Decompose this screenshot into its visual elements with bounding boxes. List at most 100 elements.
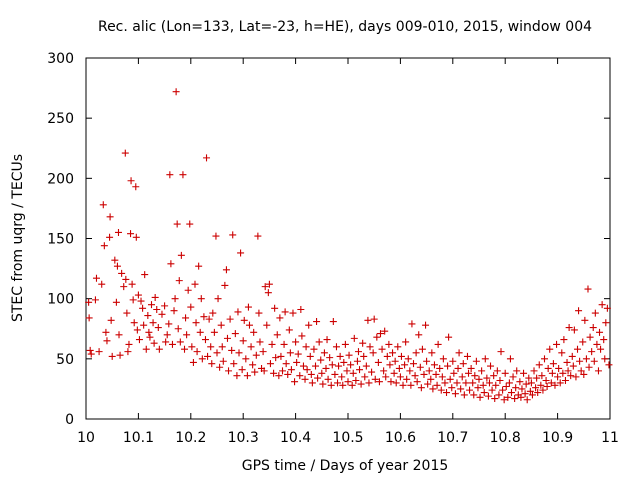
data-point [415, 331, 423, 339]
x-tick-label: 10.3 [228, 430, 259, 446]
data-point [222, 266, 230, 274]
data-point [323, 336, 331, 344]
data-point [150, 339, 158, 347]
data-point [130, 319, 138, 327]
data-point [554, 373, 562, 381]
data-point [135, 336, 143, 344]
data-point [602, 319, 610, 327]
data-point [596, 328, 604, 336]
y-tick-label: 300 [47, 51, 74, 67]
data-point [223, 334, 231, 342]
data-point [546, 345, 554, 353]
data-point [303, 366, 311, 374]
data-point [480, 389, 488, 397]
data-point [247, 343, 255, 351]
data-point [347, 361, 355, 369]
data-point [284, 370, 292, 378]
data-point [569, 362, 577, 370]
data-point [314, 374, 322, 382]
data-point [484, 392, 492, 400]
data-point [310, 345, 318, 353]
data-point [292, 338, 300, 346]
data-point [112, 298, 120, 306]
data-point [173, 220, 181, 228]
data-point [397, 352, 405, 360]
data-point [391, 357, 399, 365]
data-point [299, 362, 307, 370]
data-point [153, 305, 161, 313]
data-point [572, 373, 580, 381]
data-point [561, 376, 569, 384]
data-point [370, 315, 378, 323]
data-point [374, 358, 382, 366]
data-point [238, 366, 246, 374]
data-point [591, 309, 599, 317]
data-point [85, 298, 93, 306]
data-point [396, 373, 404, 381]
data-point [151, 293, 159, 301]
data-point [559, 369, 567, 377]
data-point [427, 375, 435, 383]
data-point [575, 307, 583, 315]
data-point [250, 328, 258, 336]
data-point [518, 385, 526, 393]
data-point [140, 321, 148, 329]
data-point [512, 384, 520, 392]
data-point [365, 379, 373, 387]
data-point [144, 312, 152, 320]
data-point [242, 355, 250, 363]
data-point [411, 372, 419, 380]
data-point [326, 354, 334, 362]
data-point [368, 368, 376, 376]
data-point [517, 393, 525, 401]
data-point [527, 379, 535, 387]
data-point [106, 233, 114, 241]
data-point [463, 352, 471, 360]
data-point [357, 380, 365, 388]
data-point [289, 309, 297, 317]
data-point [581, 316, 589, 324]
x-axis-label: GPS time / Days of year 2015 [242, 458, 449, 474]
data-point [412, 349, 420, 357]
data-point [92, 274, 100, 282]
data-point [172, 88, 180, 96]
data-point [148, 301, 155, 309]
data-point [345, 351, 353, 359]
y-tick-label: 0 [65, 412, 74, 428]
data-point [296, 372, 304, 380]
data-point [588, 348, 596, 356]
data-point [129, 296, 137, 304]
data-point [149, 319, 157, 327]
data-point [523, 396, 531, 404]
data-point [205, 315, 213, 323]
data-point [116, 351, 124, 359]
data-point [86, 346, 94, 354]
data-point [459, 360, 467, 368]
data-point [458, 373, 466, 381]
data-point [528, 391, 536, 399]
data-point [462, 379, 470, 387]
data-point [121, 149, 129, 157]
data-point [181, 345, 189, 353]
data-point [472, 357, 480, 365]
data-point [429, 385, 437, 393]
data-point [127, 177, 135, 185]
data-point [605, 361, 613, 369]
data-point [187, 303, 195, 311]
data-point [567, 372, 575, 380]
data-point [313, 318, 321, 326]
data-point [385, 340, 393, 348]
data-point [408, 320, 416, 328]
data-point [579, 338, 587, 346]
data-point [263, 321, 271, 329]
data-point [381, 327, 389, 335]
data-point [600, 336, 608, 344]
data-point [338, 373, 346, 381]
data-point [509, 373, 517, 381]
data-point [589, 324, 597, 332]
data-point [208, 360, 216, 368]
data-point [501, 369, 509, 377]
data-point [476, 393, 484, 401]
data-point [418, 345, 426, 353]
